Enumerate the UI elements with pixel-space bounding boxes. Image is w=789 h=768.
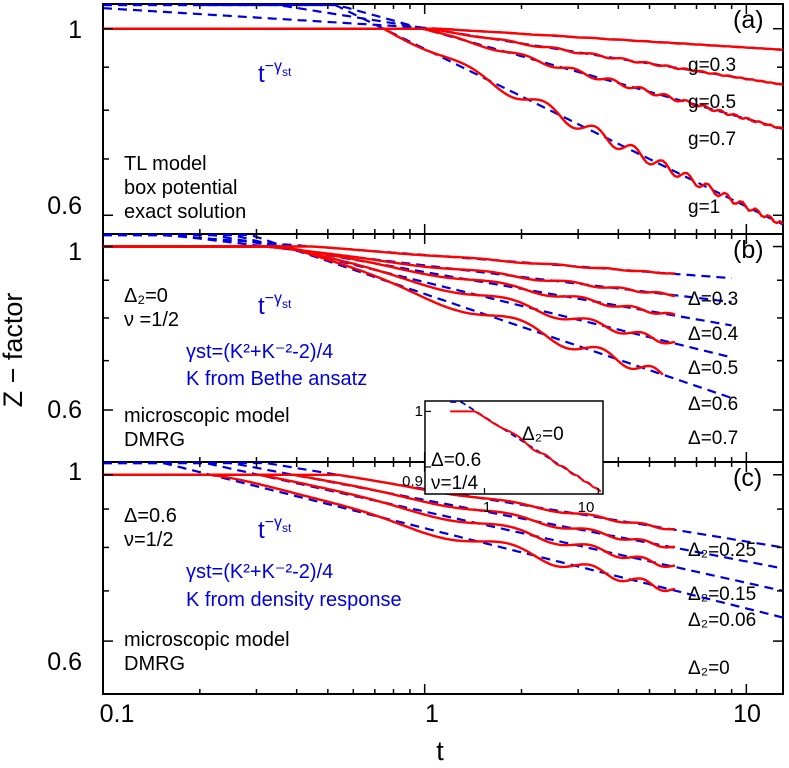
annot-b-nu: ν =1/2: [124, 309, 179, 331]
curve-label-d05: Δ=0.5: [688, 358, 738, 379]
annot-c-delta: Δ=0.6: [124, 505, 177, 527]
fit-line-b-4: [103, 233, 732, 400]
curve-label-d07: Δ=0.7: [688, 428, 738, 449]
exact-curve-b-1: [103, 245, 676, 298]
curve-label-d2-025: Δ₂=0.25: [688, 540, 756, 561]
panel-label-c: (c): [733, 464, 762, 492]
fit-line-c-3: [103, 461, 784, 619]
annot-a-exact-solution: exact solution: [124, 201, 246, 223]
inset-annot-delta2: Δ₂=0: [522, 424, 564, 445]
inset-ticks: [425, 410, 599, 494]
xtick-label-01: 0.1: [100, 700, 135, 728]
panel-a-frame: [102, 3, 784, 235]
fit-label-c: t−γst: [258, 514, 292, 544]
annot-b-micro: microscopic model: [124, 405, 290, 427]
panel-b-curves: [103, 233, 732, 400]
fit-line-a-2: [103, 3, 784, 130]
annot-c-dmrg: DMRG: [124, 653, 185, 675]
curve-label-d04: Δ=0.4: [688, 324, 739, 345]
panel-label-a: (a): [733, 6, 764, 34]
curve-label-g05: g=0.5: [688, 92, 736, 113]
panel-c-curves: [103, 461, 784, 619]
curve-label-d2-006: Δ₂=0.06: [688, 610, 756, 631]
annot-c-gamma-formula: γst=(K²+K⁻²-2)/4: [186, 561, 333, 583]
ytick-label-b-1: 1: [68, 238, 82, 266]
fit-line-a-0: [102, 7, 784, 51]
annot-b-gamma-formula: γst=(K²+K⁻²-2)/4: [186, 341, 333, 363]
inset-ytick-09: 0.9: [402, 473, 423, 490]
annot-a-box-potential: box potential: [124, 177, 237, 199]
ytick-label-a-1: 1: [68, 16, 82, 44]
fit-label-a: t−γst: [258, 58, 292, 88]
fit-line-a-1: [103, 3, 784, 86]
inset-xtick-1: 1: [483, 499, 491, 516]
annot-b-bethe: K from Bethe ansatz: [186, 368, 367, 390]
exact-curve-b-0: [103, 245, 676, 275]
ytick-label-b-06: 0.6: [47, 396, 82, 424]
inset-plot: 1 0.9 1 10 Δ₂=0 Δ=0.6 ν=1/4: [402, 400, 604, 516]
exact-curve-c-3: [103, 473, 676, 593]
curve-label-d06: Δ=0.6: [688, 394, 738, 415]
panel-label-b: (b): [733, 236, 764, 264]
inset-annot-nu: ν=1/4: [431, 473, 478, 494]
annot-b-dmrg: DMRG: [124, 429, 185, 451]
fit-line-b-3: [103, 233, 732, 359]
exact-curve-b-4: [103, 245, 664, 376]
inset-ytick-1: 1: [415, 403, 423, 420]
xtick-label-1: 1: [425, 700, 439, 728]
annot-b-delta2: Δ₂=0: [124, 285, 168, 307]
curve-label-d03: Δ=0.3: [688, 289, 738, 310]
ytick-label-c-06: 0.6: [47, 648, 82, 676]
exact-curve-a-3: [103, 27, 784, 225]
curve-label-d2-015: Δ₂=0.15: [688, 584, 756, 605]
curve-label-g03: g=0.3: [688, 55, 736, 76]
annot-c-nu: ν=1/2: [124, 529, 173, 551]
ytick-label-c-1: 1: [68, 458, 82, 486]
inset-exact-curve: [450, 410, 602, 493]
annot-c-micro: microscopic model: [124, 629, 290, 651]
inset-annot-delta: Δ=0.6: [431, 450, 481, 471]
curve-label-g07: g=0.7: [688, 129, 736, 150]
annot-c-density: K from density response: [186, 589, 402, 611]
ytick-label-a-06: 0.6: [47, 192, 82, 220]
inset-xtick-10: 10: [578, 499, 595, 516]
curve-label-d2-0: Δ₂=0: [688, 658, 730, 679]
annot-a-tl-model: TL model: [124, 153, 207, 175]
inset-frame: [424, 400, 604, 495]
y-axis-label: Z − factor: [0, 293, 28, 408]
inset-curves: [450, 401, 602, 493]
curve-label-g1: g=1: [688, 197, 720, 218]
fit-label-b: t−γst: [258, 290, 292, 320]
panel-a-curves: [102, 3, 784, 226]
x-axis-label: t: [436, 736, 444, 766]
xtick-label-10: 10: [733, 700, 761, 728]
